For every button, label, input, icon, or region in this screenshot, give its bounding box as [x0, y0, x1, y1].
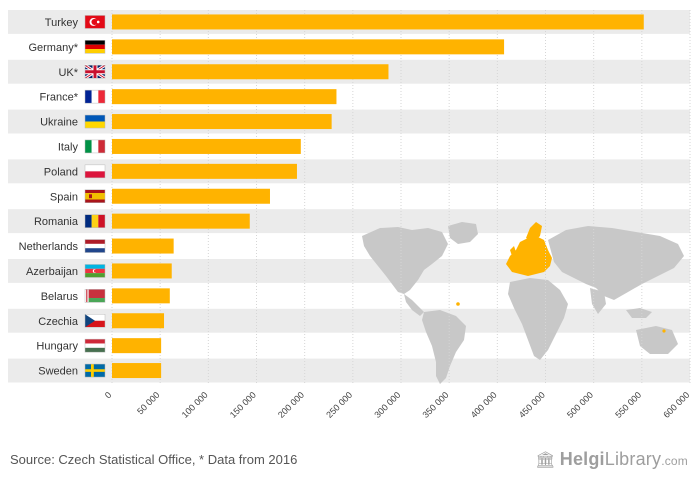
turkey-flag-icon [84, 15, 106, 29]
bar-turkey[interactable] [112, 14, 644, 30]
map-uk [510, 246, 516, 256]
category-label: Azerbaijan [26, 266, 78, 278]
poland-flag-icon [84, 164, 106, 179]
x-tick-label: 100 000 [180, 390, 210, 420]
category-label: Spain [50, 191, 78, 203]
map-africa [508, 278, 568, 360]
france-flag-icon [84, 89, 106, 104]
category-label: Sweden [38, 366, 78, 378]
map-india [590, 288, 606, 314]
x-tick-label: 300 000 [372, 390, 402, 420]
bar-ukraine[interactable] [112, 114, 332, 130]
romania-flag-icon [84, 214, 106, 228]
map-europe [506, 236, 552, 276]
category-label: Romania [34, 216, 79, 228]
row-band [8, 358, 690, 383]
map-australia [636, 326, 678, 354]
bar-hungary[interactable] [112, 338, 162, 354]
x-tick-label: 350 000 [420, 390, 450, 420]
map-south-america [422, 310, 466, 384]
map-territory-pacific [662, 329, 666, 333]
bar-poland[interactable] [112, 163, 297, 179]
map-central-america [404, 294, 424, 316]
flags [84, 15, 106, 378]
category-label: Hungary [36, 341, 78, 353]
category-label: Netherlands [19, 241, 79, 253]
helgi-library-logo[interactable]: 🏛 HelgiLibrary.com [535, 449, 688, 470]
map-greenland [448, 222, 478, 244]
map-asia [548, 226, 684, 300]
bar-uk[interactable] [112, 64, 389, 80]
map-territory-caribbean [456, 302, 460, 306]
x-tick-label: 200 000 [276, 390, 306, 420]
category-label: Poland [44, 166, 78, 178]
category-label: Turkey [45, 17, 79, 29]
bar-germany[interactable] [112, 39, 505, 55]
category-label: Belarus [41, 291, 79, 303]
x-tick-label: 450 000 [517, 390, 547, 420]
library-icon: 🏛 [535, 452, 556, 469]
bar-italy[interactable] [112, 138, 301, 154]
bar-sweden[interactable] [112, 363, 162, 379]
hungary-flag-icon [84, 338, 106, 353]
uk-flag-icon [84, 63, 106, 80]
bar-romania[interactable] [112, 213, 250, 229]
x-tick-label: 0 [103, 390, 114, 401]
map-north-america [362, 227, 448, 294]
x-tick-label: 400 000 [469, 390, 499, 420]
bar-spain[interactable] [112, 188, 270, 204]
brand-name-bold: Helgi [559, 449, 605, 469]
brand-name-rest: Library [604, 449, 662, 469]
azerbaijan-flag-icon [84, 264, 106, 278]
world-map [362, 222, 684, 384]
italy-flag-icon [84, 139, 106, 154]
category-label: Italy [58, 141, 79, 153]
x-tick-label: 250 000 [324, 390, 354, 420]
ukraine-flag-icon [84, 114, 106, 129]
bar-france[interactable] [112, 89, 337, 105]
brand-tld: .com [661, 454, 688, 468]
category-label: Germany* [28, 42, 78, 54]
netherlands-flag-icon [84, 239, 106, 253]
row-band [8, 308, 690, 333]
bars [112, 14, 644, 379]
source-note: Source: Czech Statistical Office, * Data… [10, 452, 298, 467]
sweden-flag-icon [84, 363, 106, 378]
x-tick-label: 550 000 [613, 390, 643, 420]
germany-flag-icon [84, 40, 106, 54]
bar-czechia[interactable] [112, 313, 165, 329]
x-tick-label: 600 000 [661, 390, 691, 420]
bar-azerbaijan[interactable] [112, 263, 172, 279]
row-band [8, 109, 690, 134]
category-labels: Turkey Germany* UK* France* Ukraine Italy Pola… [19, 17, 79, 378]
x-tick-label: 500 000 [565, 390, 595, 420]
belarus-flag-icon [84, 289, 106, 303]
map-se-asia [626, 308, 652, 318]
czechia-flag-icon [84, 314, 106, 328]
row-band [8, 159, 690, 184]
category-label: UK* [58, 67, 78, 79]
category-label: Ukraine [40, 117, 78, 129]
bar-netherlands[interactable] [112, 238, 174, 254]
category-label: France* [39, 92, 78, 104]
x-tick-label: 50 000 [135, 390, 162, 417]
map-scandinavia [526, 222, 542, 242]
spain-flag-icon [84, 189, 106, 203]
x-axis-ticks: 0 50 000 100 000 150 000 200 000 250 000 300 0… [103, 390, 692, 420]
category-label: Czechia [38, 316, 79, 328]
x-tick-label: 150 000 [228, 390, 258, 420]
bar-belarus[interactable] [112, 288, 170, 304]
